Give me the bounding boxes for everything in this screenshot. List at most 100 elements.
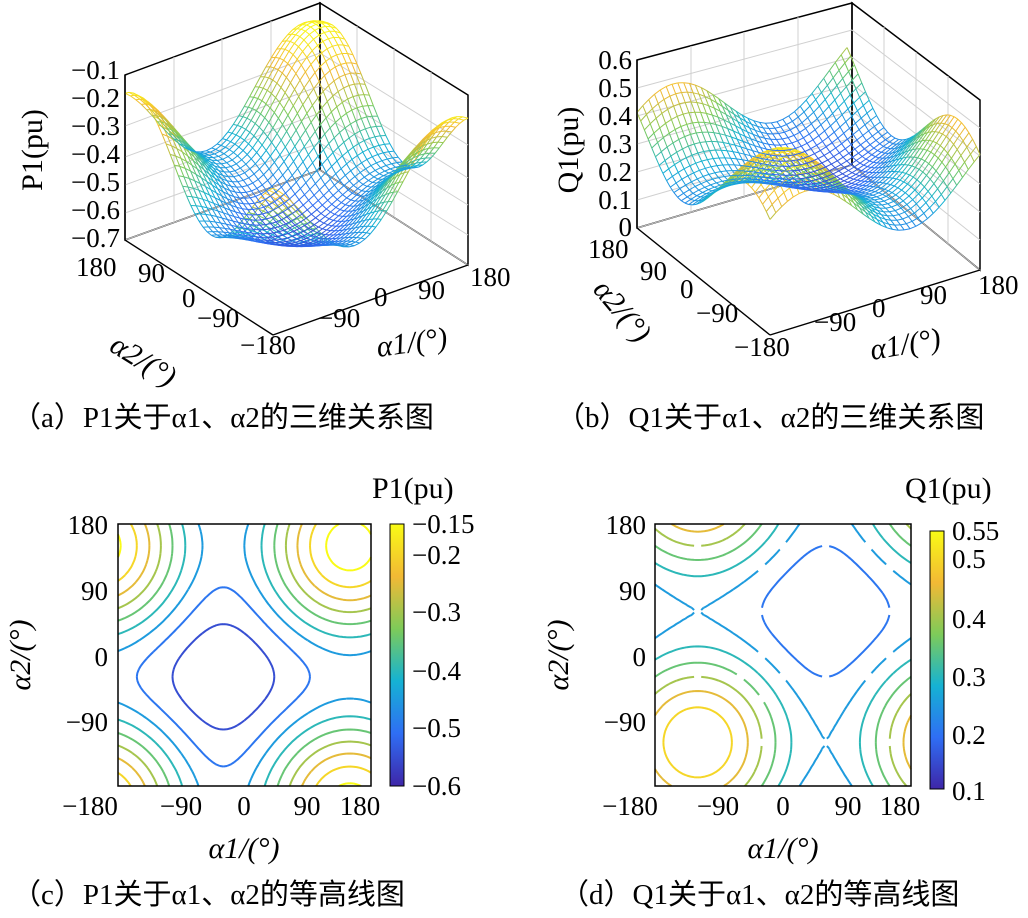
surface-mesh-line — [233, 152, 238, 157]
surface-mesh-line — [311, 50, 317, 59]
surface-mesh-line — [233, 196, 240, 199]
surface-mesh-line — [956, 177, 963, 186]
surface-mesh-line — [290, 187, 296, 195]
surface-mesh-line — [859, 207, 866, 213]
surface-mesh-line — [299, 30, 306, 37]
surface-mesh-line — [227, 234, 234, 237]
surface-mesh-line — [696, 102, 702, 113]
surface-mesh-line — [325, 111, 332, 119]
surface-mesh-line — [384, 143, 390, 145]
surface-mesh-line — [328, 213, 335, 220]
surface-mesh-line — [309, 29, 316, 35]
surface-mesh-line — [831, 142, 837, 149]
surface-mesh-line — [290, 138, 296, 147]
surface-mesh-line — [299, 228, 304, 232]
surface-mesh-line — [189, 178, 195, 182]
surface-mesh-line — [384, 168, 391, 172]
panel-a-alpha1-tick: 90 — [418, 275, 445, 305]
surface-mesh-line — [719, 133, 724, 143]
surface-mesh-line — [321, 158, 328, 165]
surface-mesh-line — [314, 183, 320, 191]
surface-mesh-line — [296, 236, 303, 240]
surface-mesh-line — [345, 199, 352, 206]
surface-mesh-line — [839, 126, 845, 134]
surface-mesh-line — [291, 238, 297, 241]
surface-mesh-line — [257, 174, 264, 180]
surface-mesh-line — [949, 139, 954, 145]
surface-mesh-line — [333, 76, 340, 82]
surface-mesh-line — [181, 141, 188, 147]
surface-mesh-line — [881, 135, 886, 141]
surface-mesh-line — [362, 180, 369, 185]
surface-mesh-line — [357, 210, 364, 218]
surface-mesh-line — [222, 158, 228, 164]
surface-mesh-line — [287, 212, 293, 217]
surface-mesh-line — [319, 189, 325, 196]
surface-mesh-line — [867, 161, 874, 168]
surface-mesh-line — [228, 194, 235, 198]
surface-mesh-line — [297, 168, 303, 177]
surface-mesh-line — [364, 199, 371, 207]
surface-mesh-line — [139, 98, 146, 105]
surface-mesh-line — [801, 122, 807, 129]
surface-mesh-line — [404, 171, 409, 174]
surface-mesh-line — [770, 161, 777, 164]
surface-mesh-line — [259, 201, 265, 208]
surface-mesh-line — [414, 143, 421, 150]
surface-mesh-line — [309, 189, 315, 196]
surface-mesh-line — [324, 211, 331, 217]
surface-mesh-line — [273, 112, 279, 119]
surface-mesh-line — [822, 177, 829, 183]
surface-mesh-line — [186, 195, 192, 206]
surface-mesh-line — [885, 206, 892, 209]
surface-mesh-line — [807, 172, 813, 178]
surface-mesh-line — [303, 21, 310, 24]
surface-mesh-line — [253, 135, 259, 141]
surface-mesh-line — [902, 218, 907, 225]
surface-mesh-line — [753, 175, 760, 177]
surface-mesh-line — [744, 136, 750, 144]
surface-mesh-line — [268, 201, 275, 206]
surface-mesh-line — [219, 205, 225, 209]
surface-mesh-line — [340, 32, 346, 40]
surface-mesh-line — [736, 175, 743, 179]
surface-mesh-line — [272, 79, 278, 84]
surface-mesh-line — [327, 158, 333, 167]
surface-mesh-line — [244, 168, 251, 174]
surface-mesh-line — [177, 142, 183, 153]
surface-mesh-line — [956, 149, 962, 156]
surface-mesh-line — [736, 138, 742, 148]
surface-mesh-line — [306, 57, 312, 65]
surface-mesh-line — [146, 109, 153, 116]
surface-mesh-line — [341, 53, 347, 64]
surface-mesh-line — [231, 204, 237, 208]
surface-mesh-line — [731, 181, 738, 183]
surface-mesh-line — [768, 157, 775, 159]
surface-mesh-line — [205, 214, 211, 222]
surface-mesh-line — [214, 150, 221, 155]
surface-mesh-line — [785, 186, 792, 189]
surface-mesh-line — [215, 144, 222, 150]
surface-mesh-line — [844, 163, 851, 169]
surface-mesh-line — [206, 181, 213, 186]
surface-mesh-line — [298, 87, 305, 97]
surface-mesh-line — [372, 187, 379, 194]
surface-mesh-line — [167, 135, 174, 140]
surface-mesh-line — [222, 175, 229, 178]
surface-mesh-line — [230, 134, 237, 143]
surface-mesh-line — [290, 227, 295, 231]
surface-mesh-line — [360, 214, 367, 222]
surface-mesh-line — [695, 132, 701, 143]
surface-mesh-line — [897, 181, 905, 189]
surface-mesh-line — [344, 244, 351, 247]
surface-mesh-line — [827, 159, 832, 165]
surface-mesh-line — [451, 116, 458, 119]
surface-mesh-line — [765, 176, 772, 179]
surface-mesh-line — [893, 197, 900, 202]
surface-mesh-line — [316, 204, 323, 211]
surface-mesh-line — [352, 217, 359, 225]
surface-mesh-line — [419, 153, 425, 160]
surface-mesh-line — [921, 190, 929, 199]
surface-mesh-line — [831, 160, 838, 165]
surface-mesh-line — [422, 133, 429, 140]
